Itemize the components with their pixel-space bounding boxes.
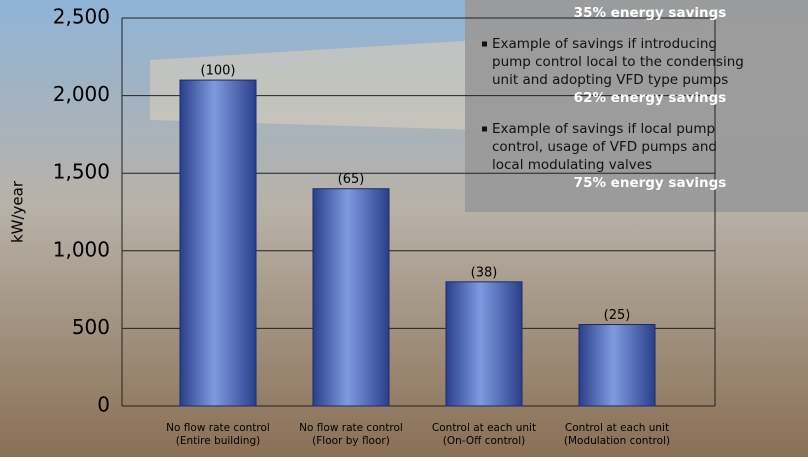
x-tick-label: (On-Off control) <box>443 435 525 447</box>
x-tick-label: (Entire building) <box>176 435 260 447</box>
note-text: local modulating valves <box>492 157 652 173</box>
x-tick-label: (Floor by floor) <box>312 435 390 447</box>
bar <box>180 80 256 406</box>
x-tick-label: No flow rate control <box>166 422 270 434</box>
y-axis-label: kW/year <box>9 180 27 243</box>
note-savings: 35% energy savings <box>574 5 727 21</box>
bullet <box>482 127 487 132</box>
note-text: Example of savings if introducing <box>492 36 717 52</box>
x-tick-label: No flow rate control <box>299 422 403 434</box>
note-savings: 62% energy savings <box>574 90 727 106</box>
y-tick-label: 1,500 <box>53 160 110 184</box>
bar <box>579 325 655 406</box>
bar <box>313 189 389 406</box>
y-tick-label: 500 <box>72 315 110 339</box>
x-tick-label: Control at each unit <box>565 422 669 434</box>
chart: kW/year 0 500 1,000 1,500 2,000 2,500 No flow … <box>0 0 808 457</box>
bar <box>446 282 522 406</box>
y-tick-label: 2,500 <box>53 5 110 29</box>
note-text: Example of savings if local pump <box>492 121 715 137</box>
y-tick-label: 0 <box>97 393 110 417</box>
bar-label: (100) <box>201 64 236 79</box>
bar-label: (38) <box>471 265 498 280</box>
bar-label: (65) <box>338 172 365 187</box>
x-tick-label: (Modulation control) <box>564 435 670 447</box>
bullet <box>482 42 487 47</box>
note-text: pump control local to the condensing <box>492 54 744 70</box>
x-tick-label: Control at each unit <box>432 422 536 434</box>
y-tick-label: 2,000 <box>53 82 110 106</box>
page: {"chart_data": {"type": "bar", "y_label"… <box>0 0 808 461</box>
y-tick-label: 1,000 <box>53 237 110 261</box>
note-text: unit and adopting VFD type pumps <box>492 72 728 88</box>
note-text: control, usage of VFD pumps and <box>492 139 717 155</box>
bar-label: (25) <box>604 308 631 323</box>
note-savings: 75% energy savings <box>574 175 727 191</box>
